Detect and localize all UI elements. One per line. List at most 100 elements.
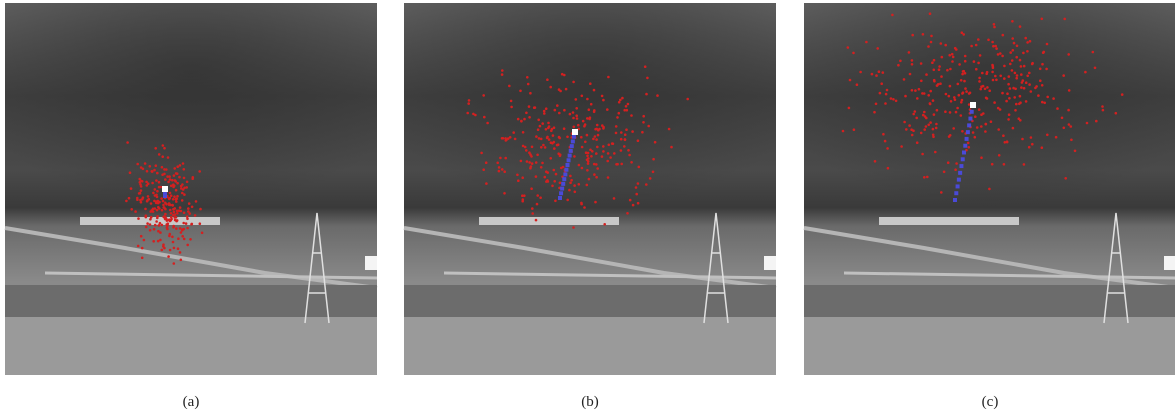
particle <box>161 249 164 252</box>
particle <box>536 194 539 197</box>
particle <box>134 210 137 213</box>
particle <box>985 123 988 126</box>
track-point <box>560 187 564 191</box>
particle <box>1014 109 1017 112</box>
particle <box>466 112 469 115</box>
particle <box>1061 117 1064 120</box>
particle <box>594 128 597 131</box>
particle <box>146 170 149 173</box>
particle <box>1015 56 1018 59</box>
particle <box>503 192 506 195</box>
particle <box>935 123 938 126</box>
particle <box>502 137 505 140</box>
particle <box>938 68 941 71</box>
particle <box>138 178 141 181</box>
particle <box>1008 97 1011 100</box>
particle <box>620 131 623 134</box>
particle <box>607 76 610 79</box>
particle <box>616 116 619 119</box>
particle <box>182 162 185 165</box>
particle <box>588 108 591 111</box>
particle <box>149 223 152 226</box>
particle <box>1028 72 1031 75</box>
particle <box>627 149 630 152</box>
particle <box>575 107 578 110</box>
particle <box>1023 65 1026 68</box>
particle <box>1037 94 1040 97</box>
river <box>404 285 776 317</box>
particle <box>531 146 534 149</box>
particle <box>977 38 980 41</box>
particle <box>195 200 198 203</box>
particle <box>172 226 175 229</box>
particle <box>652 171 655 174</box>
particle <box>594 201 597 204</box>
particle <box>911 34 914 37</box>
particle <box>920 80 923 83</box>
particle <box>635 193 638 196</box>
particle <box>156 209 159 212</box>
particle <box>922 33 925 36</box>
particle <box>145 226 148 229</box>
particle <box>152 240 155 243</box>
particle <box>574 191 577 194</box>
particle <box>539 125 542 128</box>
particle <box>548 138 551 141</box>
particle <box>1026 50 1029 53</box>
particle <box>1030 90 1033 93</box>
particle <box>921 92 924 95</box>
particle <box>951 60 954 63</box>
particle <box>908 51 911 54</box>
particle <box>536 203 539 206</box>
particle <box>528 151 531 154</box>
particle <box>978 80 981 83</box>
particle <box>644 65 647 68</box>
particle <box>590 103 593 106</box>
particle <box>468 99 471 102</box>
particle <box>172 198 175 201</box>
particle <box>168 219 171 222</box>
particle <box>558 88 561 91</box>
particle <box>146 200 149 203</box>
particle <box>930 41 933 44</box>
particle <box>186 215 189 218</box>
particle <box>175 227 178 230</box>
particle <box>149 165 152 168</box>
particle <box>980 125 983 128</box>
particle <box>856 83 859 86</box>
particle <box>188 202 191 205</box>
panel-label: (a) <box>183 394 200 410</box>
particle <box>991 71 994 74</box>
particle <box>183 238 186 241</box>
particle <box>161 166 164 169</box>
particle <box>1006 92 1009 95</box>
particle <box>535 219 538 222</box>
particle <box>136 163 139 166</box>
particle <box>630 161 633 164</box>
particle <box>1043 102 1046 105</box>
particle <box>173 262 176 265</box>
particle <box>1012 87 1015 90</box>
particle <box>934 151 937 154</box>
particle <box>596 167 599 170</box>
particle <box>1025 100 1028 103</box>
particle <box>534 106 537 109</box>
particle <box>607 152 610 155</box>
particle <box>179 227 182 230</box>
particle <box>1002 134 1005 137</box>
particle <box>589 149 592 152</box>
particle <box>143 239 146 242</box>
particle <box>152 208 155 211</box>
particle <box>176 165 179 168</box>
particle <box>1005 100 1008 103</box>
particle <box>960 79 963 82</box>
particle <box>154 224 157 227</box>
particle <box>163 168 166 171</box>
particle <box>623 109 626 112</box>
particle <box>509 136 512 139</box>
particle <box>638 166 641 169</box>
particle <box>597 134 600 137</box>
particle <box>521 200 524 203</box>
particle <box>152 192 155 195</box>
particle <box>911 134 914 137</box>
